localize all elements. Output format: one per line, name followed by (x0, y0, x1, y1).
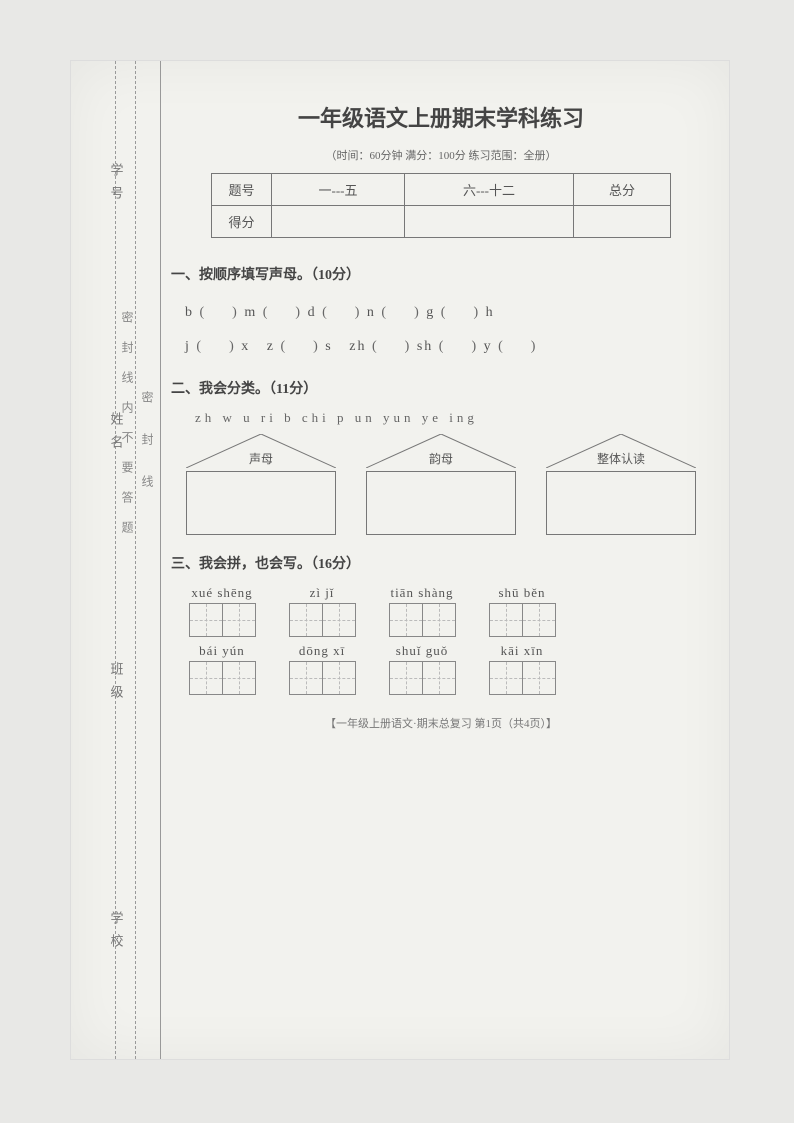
q1-line2: j ( ) x z ( ) s zh ( ) sh ( ) y ( ) (185, 330, 711, 364)
score-cell-2[interactable] (404, 206, 573, 238)
pinyin-cell: tiān shàng (389, 585, 455, 637)
house-label-2: 韵母 (366, 450, 516, 467)
th-col1: 一---五 (272, 174, 405, 206)
tian-pair[interactable] (489, 603, 555, 637)
pinyin-cell: dōng xī (289, 643, 355, 695)
seal-note-2: 密封线 (139, 391, 156, 517)
tian-pair[interactable] (389, 661, 455, 695)
tian-pair[interactable] (389, 603, 455, 637)
th-tihao: 题号 (212, 174, 272, 206)
pinyin-label: shū běn (489, 585, 555, 601)
worksheet-page: 学号 姓名 班级 学校 密封线内不要答题 密封线 一年级语文上册期末学科练习 （… (70, 60, 730, 1060)
house-label-1: 声母 (186, 450, 336, 467)
house-body-2[interactable] (366, 471, 516, 535)
house-body-3[interactable] (546, 471, 696, 535)
q3-row1: xué shēng zì jǐ tiān shàng shū běn (189, 585, 711, 637)
score-value-row: 得分 (212, 206, 671, 238)
sidebar-fields: 学号 姓名 班级 学校 (81, 61, 151, 1059)
binding-sidebar: 学号 姓名 班级 学校 密封线内不要答题 密封线 (71, 61, 161, 1059)
pinyin-label: kāi xīn (489, 643, 555, 659)
tian-pair[interactable] (189, 661, 255, 695)
pinyin-cell: bái yún (189, 643, 255, 695)
pinyin-label: dōng xī (289, 643, 355, 659)
pinyin-cell: shuǐ guǒ (389, 643, 455, 695)
score-cell-1[interactable] (272, 206, 405, 238)
pinyin-label: zì jǐ (289, 585, 355, 601)
q1-line1: b ( ) m ( ) d ( ) n ( ) g ( ) h (185, 296, 711, 330)
pinyin-cell: shū běn (489, 585, 555, 637)
score-table: 题号 一---五 六---十二 总分 得分 (211, 173, 671, 238)
tian-pair[interactable] (189, 603, 255, 637)
pinyin-cell: kāi xīn (489, 643, 555, 695)
house-shengmu: 声母 (186, 434, 336, 535)
content-area: 一年级语文上册期末学科练习 （时间：60分钟 满分：100分 练习范围：全册） … (171, 101, 711, 731)
pinyin-cell: zì jǐ (289, 585, 355, 637)
q3-heading: 三、我会拼，也会写。（16分） (171, 553, 711, 573)
field-xuehao: 学号 (107, 163, 126, 209)
field-xuexiao: 学校 (107, 911, 126, 957)
pinyin-cell: xué shēng (189, 585, 255, 637)
house-yunmu: 韵母 (366, 434, 516, 535)
page-title: 一年级语文上册期末学科练习 (171, 101, 711, 133)
td-defen: 得分 (212, 206, 272, 238)
q2-heading: 二、我会分类。（11分） (171, 378, 711, 398)
house-body-1[interactable] (186, 471, 336, 535)
pinyin-label: xué shēng (189, 585, 255, 601)
tian-pair[interactable] (489, 661, 555, 695)
q1-heading: 一、按顺序填写声母。（10分） (171, 264, 711, 284)
house-label-3: 整体认读 (546, 450, 696, 467)
house-zhengti: 整体认读 (546, 434, 696, 535)
tian-pair[interactable] (289, 661, 355, 695)
pinyin-label: tiān shàng (389, 585, 455, 601)
q2-items: zh w u ri b chi p un yun ye ing (195, 410, 711, 426)
pinyin-label: bái yún (189, 643, 255, 659)
field-banji: 班级 (107, 662, 126, 708)
house-row: 声母 韵母 整体认读 (171, 434, 711, 535)
seal-note: 密封线内不要答题 (119, 311, 136, 551)
tian-pair[interactable] (289, 603, 355, 637)
page-subtitle: （时间：60分钟 满分：100分 练习范围：全册） (171, 147, 711, 163)
q3-row2: bái yún dōng xī shuǐ guǒ kāi xīn (189, 643, 711, 695)
score-header-row: 题号 一---五 六---十二 总分 (212, 174, 671, 206)
pinyin-label: shuǐ guǒ (389, 643, 455, 659)
th-total: 总分 (573, 174, 670, 206)
th-col2: 六---十二 (404, 174, 573, 206)
score-cell-total[interactable] (573, 206, 670, 238)
page-footer: 【一年级上册语文·期末总复习 第1页（共4页）】 (171, 715, 711, 731)
